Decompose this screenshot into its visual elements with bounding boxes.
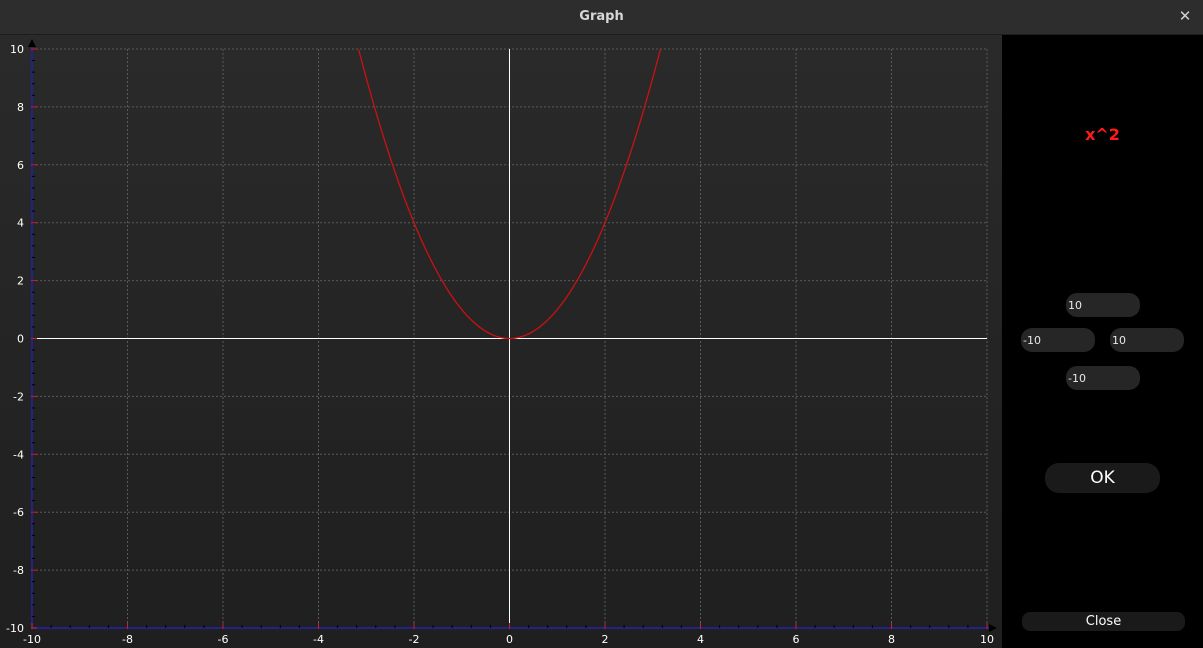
function-curve (357, 49, 662, 340)
y-tick-label: 10 (10, 43, 24, 56)
ok-button[interactable]: OK (1045, 463, 1160, 493)
x-axis-arrow (989, 624, 997, 632)
x-max-field[interactable] (1110, 328, 1184, 352)
x-tick-label: 10 (980, 633, 994, 646)
y-tick-label: 6 (17, 159, 24, 172)
y-max-field[interactable] (1066, 293, 1140, 317)
y-min-field[interactable] (1066, 366, 1140, 390)
y-tick-label: 0 (17, 333, 24, 346)
x-tick-label: 2 (602, 633, 609, 646)
y-tick-label: -6 (13, 506, 24, 519)
graph-canvas: -10 -8 -6 -4 -2 0 2 4 6 8 10 -10 -8 -6 -4 -2 0 2 4 6 8 10 (0, 35, 1002, 648)
x-tick-label: -2 (409, 633, 420, 646)
x-tick-label: 4 (697, 633, 704, 646)
x-tick-label: 0 (506, 633, 513, 646)
plot-background (0, 35, 1002, 648)
y-tick-label: -4 (13, 448, 24, 461)
close-icon[interactable]: ✕ (1178, 7, 1192, 25)
y-tick-label: 4 (17, 217, 24, 230)
title-bar: Graph ✕ (0, 0, 1203, 35)
y-tick-label: 8 (17, 101, 24, 114)
x-tick-label: 8 (888, 633, 895, 646)
y-tick-label: -8 (13, 564, 24, 577)
window-title: Graph (579, 9, 624, 24)
function-label: x^2 (1085, 125, 1120, 144)
x-tick-label: -4 (313, 633, 324, 646)
y-tick-label: 2 (17, 275, 24, 288)
y-tick-label: -10 (6, 622, 24, 635)
x-min-field[interactable] (1021, 328, 1095, 352)
close-button[interactable]: Close (1022, 612, 1185, 631)
side-panel: x^2 OK Close (1002, 35, 1203, 648)
x-tick-label: -8 (122, 633, 133, 646)
x-tick-label: 6 (793, 633, 800, 646)
x-tick-label: -6 (218, 633, 229, 646)
y-axis-arrow (28, 39, 36, 47)
x-tick-label: -10 (23, 633, 41, 646)
graph-area: -10 -8 -6 -4 -2 0 2 4 6 8 10 -10 -8 -6 -4 -2 0 2 4 6 8 10 (0, 35, 1002, 648)
y-tick-label: -2 (13, 390, 24, 403)
